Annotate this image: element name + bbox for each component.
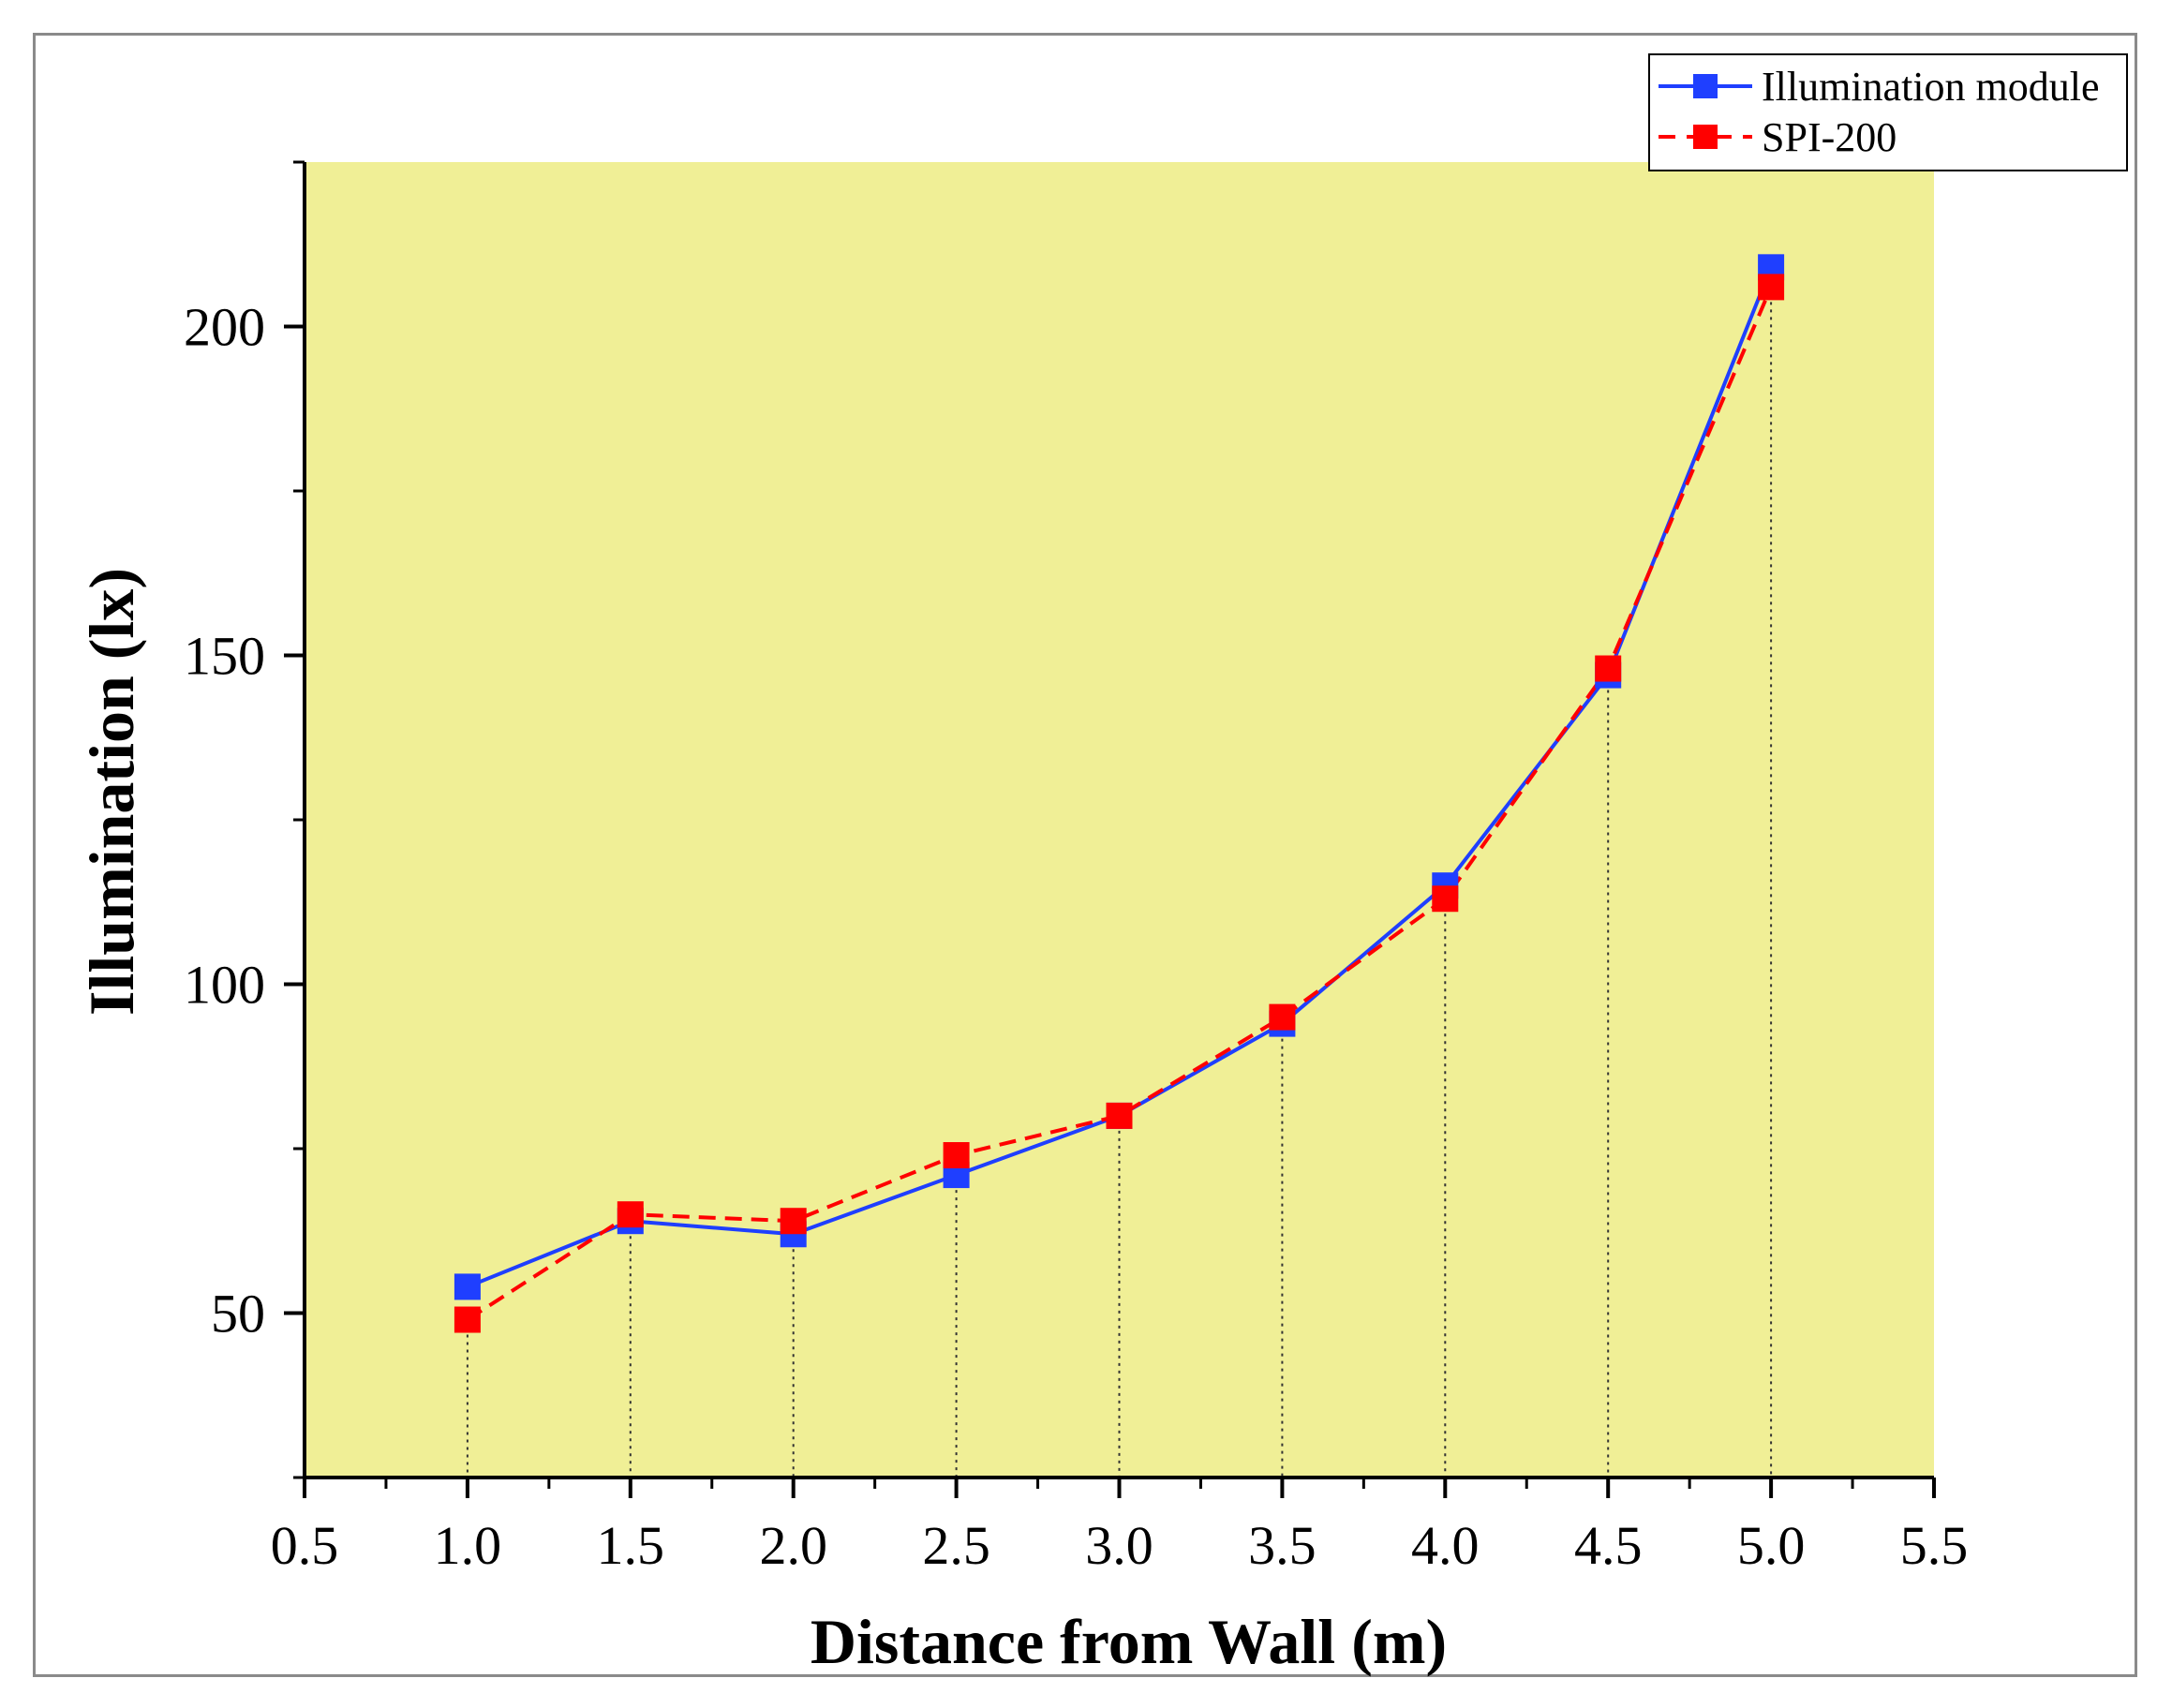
x-tick-label-0: 0.5 [271, 1515, 339, 1576]
x-tick-label-4: 2.5 [922, 1515, 990, 1576]
legend-marker-spi-200 [1693, 125, 1718, 149]
x-tick-label-7: 4.0 [1411, 1515, 1480, 1576]
y-tick-label-1: 100 [184, 955, 265, 1016]
x-tick-label-10: 5.5 [1900, 1515, 1969, 1576]
x-tick-label-3: 2.0 [759, 1515, 827, 1576]
y-axis-title: Illumination (lx) [76, 568, 147, 1016]
y-tick-label-2: 150 [184, 626, 265, 687]
x-tick-label-2: 1.5 [597, 1515, 665, 1576]
legend-marker-illumination-module [1693, 74, 1718, 98]
series-1-point-0 [454, 1306, 481, 1333]
legend-box [1648, 53, 2128, 171]
x-tick-label-1: 1.0 [434, 1515, 502, 1576]
series-1-point-4 [1106, 1102, 1133, 1129]
series-1-point-5 [1269, 1003, 1296, 1031]
series-1-point-2 [780, 1208, 807, 1235]
x-tick-label-6: 3.5 [1248, 1515, 1317, 1576]
legend: Illumination module SPI-200 [1648, 53, 2128, 171]
series-line-1 [466, 286, 1773, 1322]
legend-label-spi-200: SPI-200 [1762, 114, 1897, 160]
y-tick-label-3: 200 [184, 297, 265, 358]
x-tick-label-5: 3.0 [1085, 1515, 1153, 1576]
drop-lines [466, 287, 1773, 1478]
x-tick-label-8: 4.5 [1574, 1515, 1643, 1576]
x-axis-title: Distance from Wall (m) [811, 1606, 1447, 1677]
x-tick-label-9: 5.0 [1737, 1515, 1806, 1576]
series-1-point-1 [617, 1201, 644, 1228]
series-1-point-7 [1595, 655, 1622, 682]
plot-area [305, 162, 1934, 1478]
series-1-point-6 [1432, 885, 1459, 913]
series-layer [454, 254, 1785, 1333]
axes: 0.5 1.0 1.5 2.0 2.5 3.0 3.5 4.0 4.5 5.0 5.5 50 100 15… [184, 160, 1969, 1576]
series-1-point-8 [1758, 274, 1785, 301]
series-1-point-3 [943, 1142, 970, 1169]
y-tick-label-0: 50 [211, 1284, 265, 1344]
legend-label-illumination-module: Illumination module [1762, 64, 2100, 110]
series-0-point-0 [454, 1273, 481, 1300]
